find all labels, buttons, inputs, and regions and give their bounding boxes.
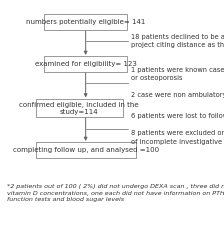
Text: *2 patients out of 100 ( 2%) did not undergo DEXA scan , three did not have seru: *2 patients out of 100 ( 2%) did not und… [7,184,224,202]
FancyBboxPatch shape [36,99,123,117]
Text: 1 patients were known cases of osteopenia
or osteoporosis

2 case were non ambul: 1 patients were known cases of osteopeni… [131,67,224,99]
Text: 18 patients declined to be a part of the
project citing distance as the reason: 18 patients declined to be a part of the… [131,34,224,48]
Text: completing follow up, and analysed =100: completing follow up, and analysed =100 [13,147,159,153]
Text: examined for eligibility= 123: examined for eligibility= 123 [35,61,137,67]
FancyBboxPatch shape [44,56,127,72]
Text: 6 patients were lost to follow up

8 patients were excluded on account
of incomp: 6 patients were lost to follow up 8 pati… [131,113,224,145]
FancyBboxPatch shape [36,142,136,158]
FancyBboxPatch shape [44,14,127,30]
Text: numbers potentially eligible= 141: numbers potentially eligible= 141 [26,19,145,25]
Text: confirmed eligible, included in the
study=114: confirmed eligible, included in the stud… [19,102,139,115]
